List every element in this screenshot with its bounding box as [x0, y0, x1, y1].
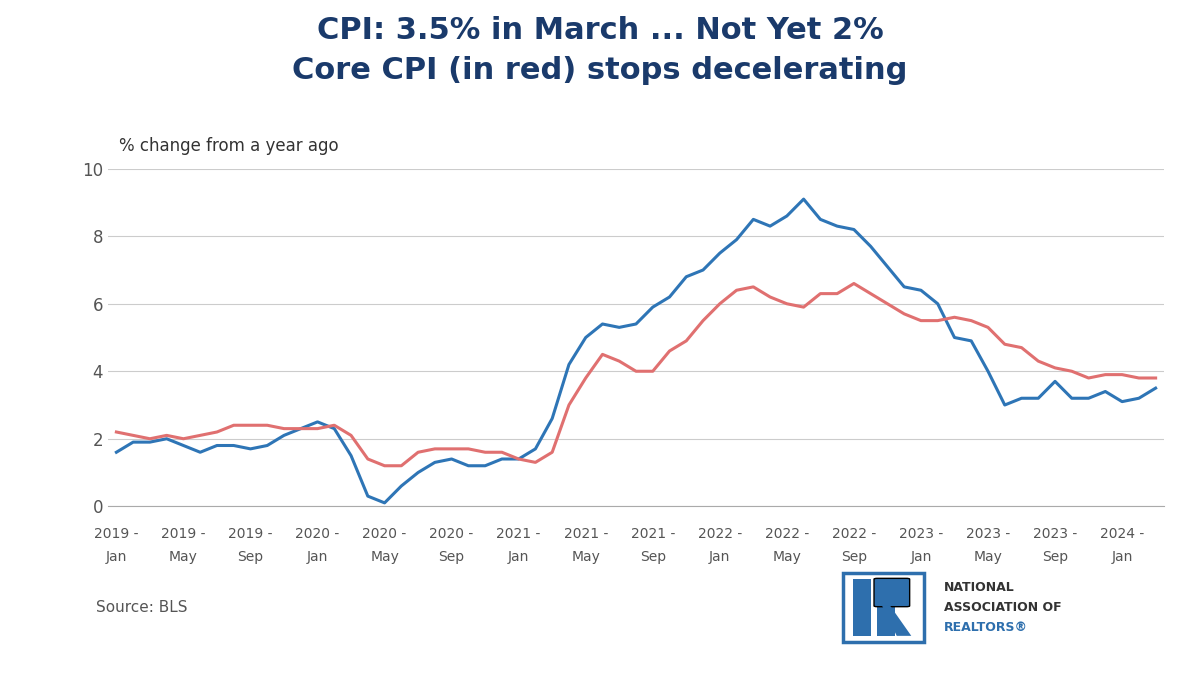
Text: May: May — [973, 550, 1002, 564]
Text: 2024 -: 2024 - — [1100, 526, 1145, 541]
Text: 2023 -: 2023 - — [899, 526, 943, 541]
Text: Sep: Sep — [640, 550, 666, 564]
FancyBboxPatch shape — [874, 578, 910, 607]
Text: Source: BLS: Source: BLS — [96, 600, 187, 615]
Text: May: May — [571, 550, 600, 564]
Text: May: May — [773, 550, 802, 564]
Bar — [853, 579, 871, 636]
Text: 2020 -: 2020 - — [295, 526, 340, 541]
Text: 2022 -: 2022 - — [697, 526, 742, 541]
Text: 2021 -: 2021 - — [630, 526, 674, 541]
Text: Sep: Sep — [238, 550, 264, 564]
Text: 2022 -: 2022 - — [764, 526, 809, 541]
Text: Sep: Sep — [1042, 550, 1068, 564]
Text: Jan: Jan — [911, 550, 931, 564]
Text: REALTORS®: REALTORS® — [943, 621, 1027, 634]
Text: 2022 -: 2022 - — [832, 526, 876, 541]
Text: May: May — [370, 550, 400, 564]
Text: % change from a year ago: % change from a year ago — [119, 137, 338, 155]
Text: 2023 -: 2023 - — [966, 526, 1010, 541]
Text: NATIONAL: NATIONAL — [943, 580, 1014, 594]
Polygon shape — [882, 606, 911, 636]
Text: 2021 -: 2021 - — [564, 526, 608, 541]
Text: Jan: Jan — [1111, 550, 1133, 564]
Text: Sep: Sep — [841, 550, 866, 564]
Text: 2019 -: 2019 - — [161, 526, 205, 541]
Text: Sep: Sep — [438, 550, 464, 564]
Text: 2023 -: 2023 - — [1033, 526, 1078, 541]
Text: Core CPI (in red) stops decelerating: Core CPI (in red) stops decelerating — [293, 57, 907, 85]
Text: 2020 -: 2020 - — [362, 526, 407, 541]
Text: Jan: Jan — [709, 550, 731, 564]
Text: ASSOCIATION OF: ASSOCIATION OF — [943, 601, 1061, 614]
Text: CPI: 3.5% in March ... Not Yet 2%: CPI: 3.5% in March ... Not Yet 2% — [317, 16, 883, 45]
Text: May: May — [169, 550, 198, 564]
Text: 2019 -: 2019 - — [94, 526, 139, 541]
Bar — [877, 579, 895, 636]
Text: 2021 -: 2021 - — [497, 526, 541, 541]
Text: 2019 -: 2019 - — [228, 526, 272, 541]
Text: Jan: Jan — [307, 550, 329, 564]
Bar — [844, 574, 924, 641]
Text: 2020 -: 2020 - — [430, 526, 474, 541]
Text: Jan: Jan — [508, 550, 529, 564]
Text: Jan: Jan — [106, 550, 127, 564]
